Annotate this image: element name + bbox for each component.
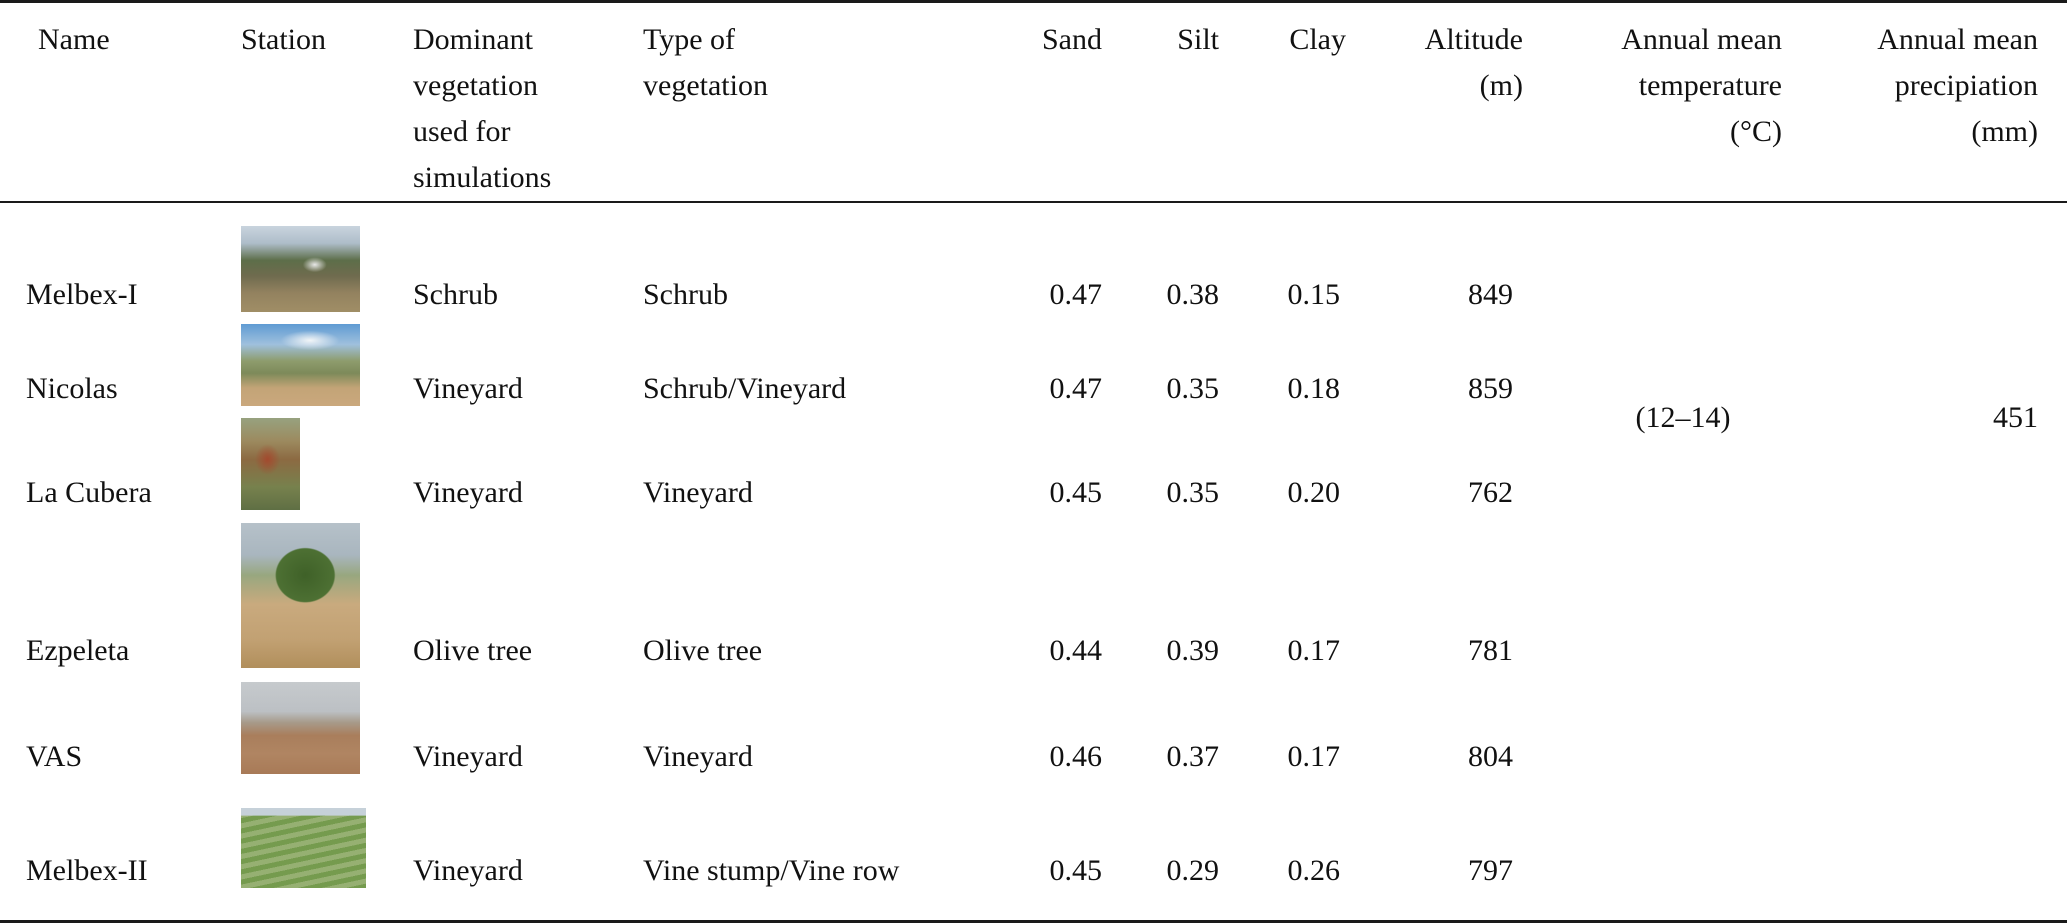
dominant-vegetation-cell: Vineyard xyxy=(413,853,523,887)
altitude-cell: 797 xyxy=(1468,853,1513,887)
station-photo-cell xyxy=(235,418,405,522)
silt-cell: 0.39 xyxy=(1166,634,1220,667)
sand-cell: 0.47 xyxy=(1049,372,1103,405)
header-annual-mean-temperature: Annual mean temperature (°C) xyxy=(1621,23,1782,148)
dominant-vegetation-cell: Schrub xyxy=(413,278,498,311)
sand-cell: 0.47 xyxy=(1049,278,1103,311)
station-photo-cell xyxy=(235,202,405,324)
station-name-cell: Melbex-II xyxy=(26,853,148,887)
type-of-vegetation-cell: Vine stump/Vine row xyxy=(643,853,900,887)
table-row-melbex-ii: Melbex-II Vineyard Vine stump/Vine row 0… xyxy=(0,786,2067,921)
sand-cell: 0.44 xyxy=(1049,634,1103,667)
annual-mean-temperature-cell: (12–14) xyxy=(1531,202,1790,921)
header-silt: Silt xyxy=(1177,23,1219,56)
header-type-of-vegetation: Type of vegetation xyxy=(643,23,768,102)
table-row-nicolas: Nicolas Vineyard Schrub/Vineyard 0.47 0.… xyxy=(0,324,2067,418)
table-row-la-cubera: La Cubera Vineyard Vineyard 0.45 0.35 0.… xyxy=(0,418,2067,522)
sand-cell: 0.45 xyxy=(1049,853,1103,887)
station-name-cell: Nicolas xyxy=(26,372,118,405)
station-name-cell: VAS xyxy=(26,740,83,773)
clay-cell: 0.17 xyxy=(1287,634,1341,667)
la-cubera-station-photo xyxy=(241,418,300,510)
header-sand: Sand xyxy=(1042,23,1102,56)
header-name: Name xyxy=(38,23,110,56)
clay-cell: 0.17 xyxy=(1287,740,1341,773)
clay-cell: 0.18 xyxy=(1287,372,1341,405)
type-of-vegetation-cell: Schrub xyxy=(643,278,728,311)
type-of-vegetation-cell: Schrub/Vineyard xyxy=(643,372,847,405)
melbex-i-station-photo xyxy=(241,226,360,312)
silt-cell: 0.29 xyxy=(1166,853,1220,887)
type-of-vegetation-cell: Vineyard xyxy=(643,476,753,509)
table-row-ezpeleta: Ezpeleta Olive tree Olive tree 0.44 0.39… xyxy=(0,522,2067,680)
station-name-cell: Melbex-I xyxy=(26,278,138,311)
ezpeleta-station-photo xyxy=(241,523,360,668)
dominant-vegetation-cell: Olive tree xyxy=(413,634,533,667)
station-photo-cell xyxy=(235,680,405,786)
silt-cell: 0.35 xyxy=(1166,372,1220,405)
sand-cell: 0.45 xyxy=(1049,476,1103,509)
altitude-cell: 849 xyxy=(1468,278,1513,311)
altitude-cell: 762 xyxy=(1468,476,1513,509)
sand-cell: 0.46 xyxy=(1049,740,1103,773)
dominant-vegetation-cell: Vineyard xyxy=(413,476,523,509)
clay-cell: 0.20 xyxy=(1287,476,1341,509)
dominant-vegetation-cell: Vineyard xyxy=(413,372,523,405)
header-station: Station xyxy=(241,23,327,56)
header-clay: Clay xyxy=(1289,23,1346,56)
altitude-cell: 781 xyxy=(1468,634,1513,667)
clay-cell: 0.15 xyxy=(1287,278,1341,311)
table-row-vas: VAS Vineyard Vineyard 0.46 0.37 0.17 804 xyxy=(0,680,2067,786)
annual-mean-temperature-value: (12–14) xyxy=(1635,401,1731,434)
dominant-vegetation-cell: Vineyard xyxy=(413,740,523,773)
silt-cell: 0.38 xyxy=(1166,278,1220,311)
altitude-cell: 804 xyxy=(1468,740,1513,773)
header-annual-mean-precipitation: Annual mean precipiation (mm) xyxy=(1877,23,2038,148)
table-row-melbex-i: Melbex-I Schrub Schrub 0.47 0.38 0.15 84… xyxy=(0,202,2067,434)
melbex-ii-station-photo xyxy=(241,807,366,888)
nicolas-station-photo xyxy=(241,324,360,406)
type-of-vegetation-cell: Vineyard xyxy=(643,740,753,773)
header-altitude: Altitude (m) xyxy=(1424,23,1523,102)
station-name-cell: Ezpeleta xyxy=(26,634,130,667)
clay-cell: 0.26 xyxy=(1287,853,1341,887)
header-dominant-vegetation: Dominant vegetation used for simulations xyxy=(413,23,552,194)
station-photo-cell xyxy=(235,522,405,680)
annual-mean-precipitation-value: 451 xyxy=(1993,401,2038,434)
altitude-cell: 859 xyxy=(1468,372,1513,405)
silt-cell: 0.35 xyxy=(1166,476,1220,509)
annual-mean-precipitation-cell: 451 xyxy=(1790,202,2067,921)
station-photo-cell xyxy=(235,786,405,921)
silt-cell: 0.37 xyxy=(1166,740,1220,773)
station-photo-cell xyxy=(235,324,405,418)
type-of-vegetation-cell: Olive tree xyxy=(643,634,763,667)
header-row: Name Station Dominant vegetation used fo… xyxy=(0,2,2067,202)
station-name-cell: La Cubera xyxy=(26,476,152,509)
vas-station-photo xyxy=(241,682,360,774)
